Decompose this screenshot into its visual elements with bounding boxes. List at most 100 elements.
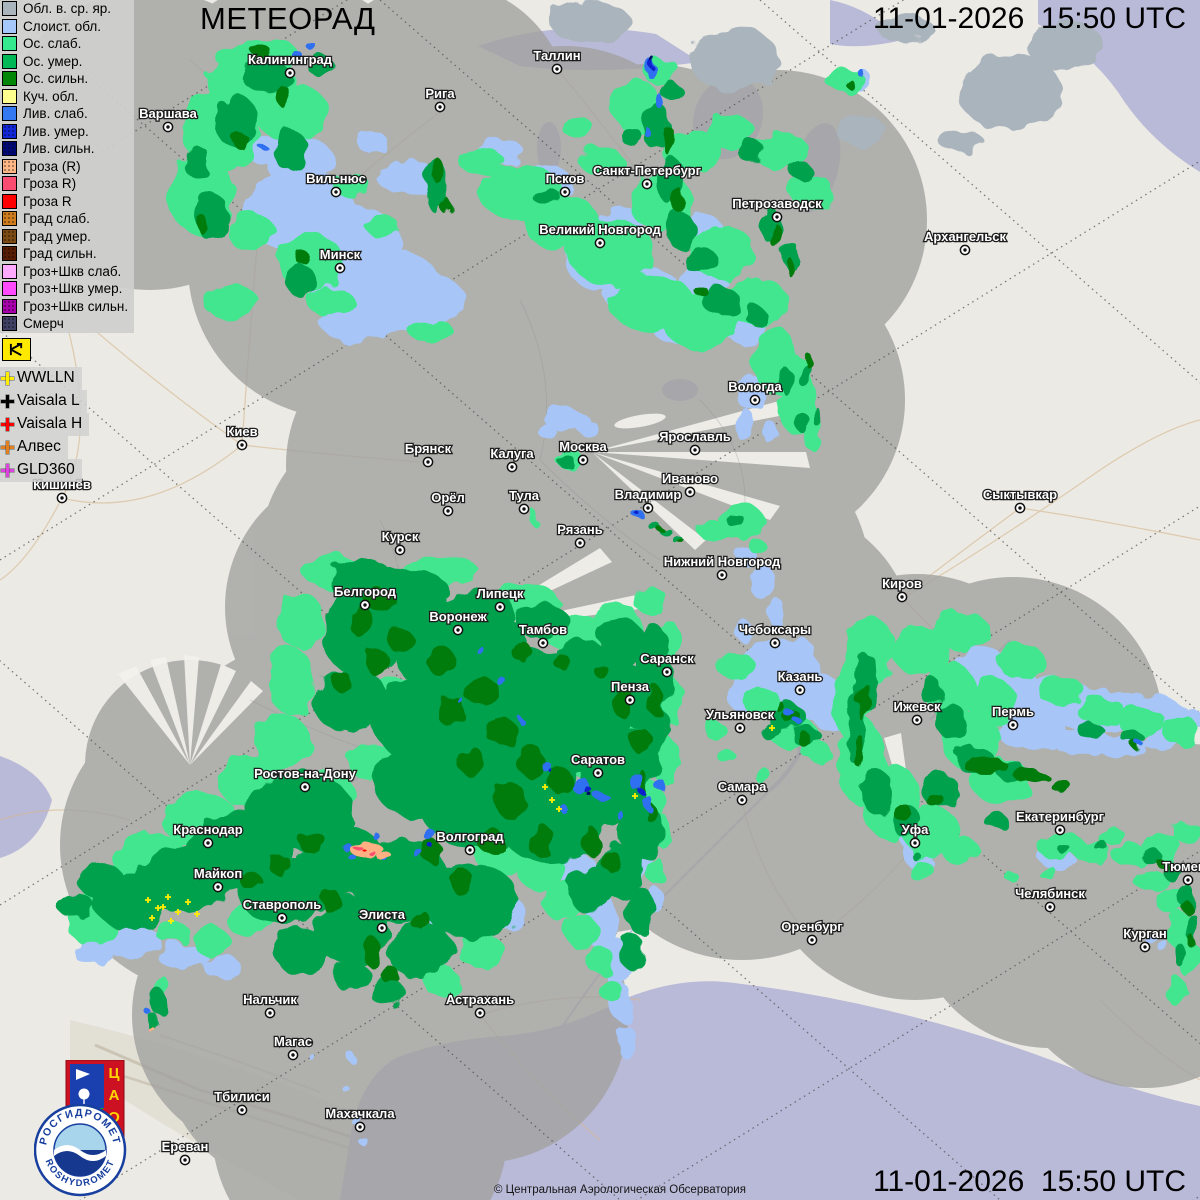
city-Краснодар: Краснодар [172, 821, 244, 849]
legend-color-list: Обл. в. ср. яр. Слоист. обл. Ос. слаб. Ос. … [0, 0, 134, 333]
legend-label: Лив. слаб. [23, 106, 88, 121]
city-Чебоксары: Чебоксары [738, 621, 812, 649]
city-marker-dot [183, 1158, 187, 1162]
lightning-source-item: GLD360 [0, 458, 82, 482]
city-marker-dot [720, 573, 724, 577]
city-Курск: Курск [380, 528, 420, 556]
legend-swatch [2, 88, 17, 104]
legend-label: Смерч [23, 316, 64, 331]
city-Владимир: Владимир [613, 486, 683, 514]
city-marker-dot [380, 926, 384, 930]
city-Липецк: Липецк [475, 585, 525, 613]
lightning-source-item: Vaisala L [0, 389, 87, 413]
lightning-cross-icon [1, 371, 14, 385]
city-label: Псков [546, 171, 585, 186]
city-label: Брянск [405, 441, 452, 456]
city-Ереван: Ереван [160, 1138, 210, 1166]
city-label: Рязань [557, 522, 602, 537]
city-marker-dot [740, 798, 744, 802]
legend-label: Ос. умер. [23, 53, 83, 69]
legend-item: Гроза (R) [0, 157, 134, 175]
city-Курган: Курган [1122, 925, 1168, 953]
legend-label: Лив. умер. [23, 123, 89, 139]
city-marker-dot [334, 190, 338, 194]
lightning-source-item: Vaisala H [0, 412, 90, 436]
city-marker-dot [1143, 945, 1147, 949]
city-label: Тбилиси [214, 1089, 269, 1104]
city-label: Ярославль [659, 429, 731, 444]
legend-label: Град сильн. [23, 246, 97, 261]
city-Орёл: Орёл [430, 489, 466, 517]
city-marker-dot [456, 628, 460, 632]
city-label: Вологда [728, 379, 782, 394]
city-label: Уфа [902, 822, 929, 837]
city-marker-dot [206, 841, 210, 845]
city-Тюмень: Тюмень [1161, 858, 1200, 886]
city-Пермь: Пермь [991, 703, 1035, 731]
city-marker-dot [900, 595, 904, 599]
city-marker-dot [555, 67, 559, 71]
city-Архангельск: Архангельск [923, 228, 1008, 256]
city-marker-dot [1018, 506, 1022, 510]
city-marker-dot [498, 605, 502, 609]
city-label: Владимир [615, 487, 682, 502]
city-marker-dot [693, 448, 697, 452]
layer-shower-strong [589, 58, 656, 798]
roshydromet-logo: РОСГИДРОМЕТ ROSHYDROMET [34, 1103, 127, 1197]
city-Тула: Тула [508, 487, 541, 515]
wwlln-strike-icon [155, 905, 161, 911]
city-marker-dot [303, 785, 307, 789]
city-label: Воронеж [429, 609, 487, 624]
logo-block: Ц А О 1941 РОСГИДРОМЕТ ROSHYDROMET [34, 1060, 138, 1198]
legend-label: Гроза (R) [23, 158, 81, 174]
city-label: Волгоград [436, 829, 504, 844]
sea-of-azov [0, 756, 52, 858]
city-label: Астрахань [446, 992, 514, 1007]
city-marker-dot [598, 241, 602, 245]
city-Тбилиси: Тбилиси [213, 1088, 271, 1116]
legend-label: Ос. сильн. [23, 71, 89, 86]
city-Иваново: Иваново [661, 470, 719, 498]
city-Калининград: Калининград [247, 51, 334, 79]
attribution: © Центральная Аэрологическая Обсерватори… [494, 1184, 746, 1196]
wwlln-strike-icon [160, 904, 166, 910]
wwlln-strike-icon [556, 806, 562, 812]
legend-item: Град слаб. [0, 210, 134, 228]
wwlln-strike-icon [145, 897, 151, 903]
city-label: Саранск [640, 651, 694, 666]
legend-swatch [2, 106, 17, 122]
layer-precip-strong [195, 46, 1194, 985]
city-label: Киев [226, 424, 257, 439]
legend-item: Обл. в. ср. яр. [0, 0, 134, 18]
city-marker-dot [268, 1011, 272, 1015]
city-Псков: Псков [544, 170, 586, 198]
legend-swatch [2, 53, 17, 69]
city-marker-dot [468, 848, 472, 852]
city-Элиста: Элиста [358, 906, 407, 934]
wwlln-strike-icon [632, 793, 638, 799]
city-Ульяновск: Ульяновск [705, 706, 776, 734]
legend-item: Лив. умер. [0, 122, 134, 140]
city-Киев: Киев [225, 423, 259, 451]
city-label: Великий Новгород [539, 222, 661, 237]
city-marker-dot [646, 506, 650, 510]
city-marker-dot [280, 916, 284, 920]
city-marker-dot [578, 541, 582, 545]
city-label: Белгород [334, 584, 397, 599]
page-title: МЕТЕОРАД [200, 1, 376, 36]
squall-flag-icon [2, 337, 31, 361]
city-label: Калуга [490, 446, 534, 461]
timestamp-bottom: 11-01-2026 15:50 UTC [873, 1165, 1186, 1198]
legend-swatch [2, 1, 17, 17]
city-Майкоп: Майкоп [193, 865, 243, 893]
city-Нижний Новгород: Нижний Новгород [662, 553, 782, 581]
legend-panel: Обл. в. ср. яр. Слоист. обл. Ос. слаб. Ос. … [0, 0, 134, 482]
lightning-source-item: Алвес [0, 435, 68, 459]
city-Минск: Минск [318, 246, 362, 274]
city-Вильнюс: Вильнюс [305, 170, 367, 198]
city-Ярославль: Ярославль [658, 428, 732, 456]
legend-label: Лив. сильн. [23, 141, 95, 156]
city-label: Элиста [359, 907, 406, 922]
